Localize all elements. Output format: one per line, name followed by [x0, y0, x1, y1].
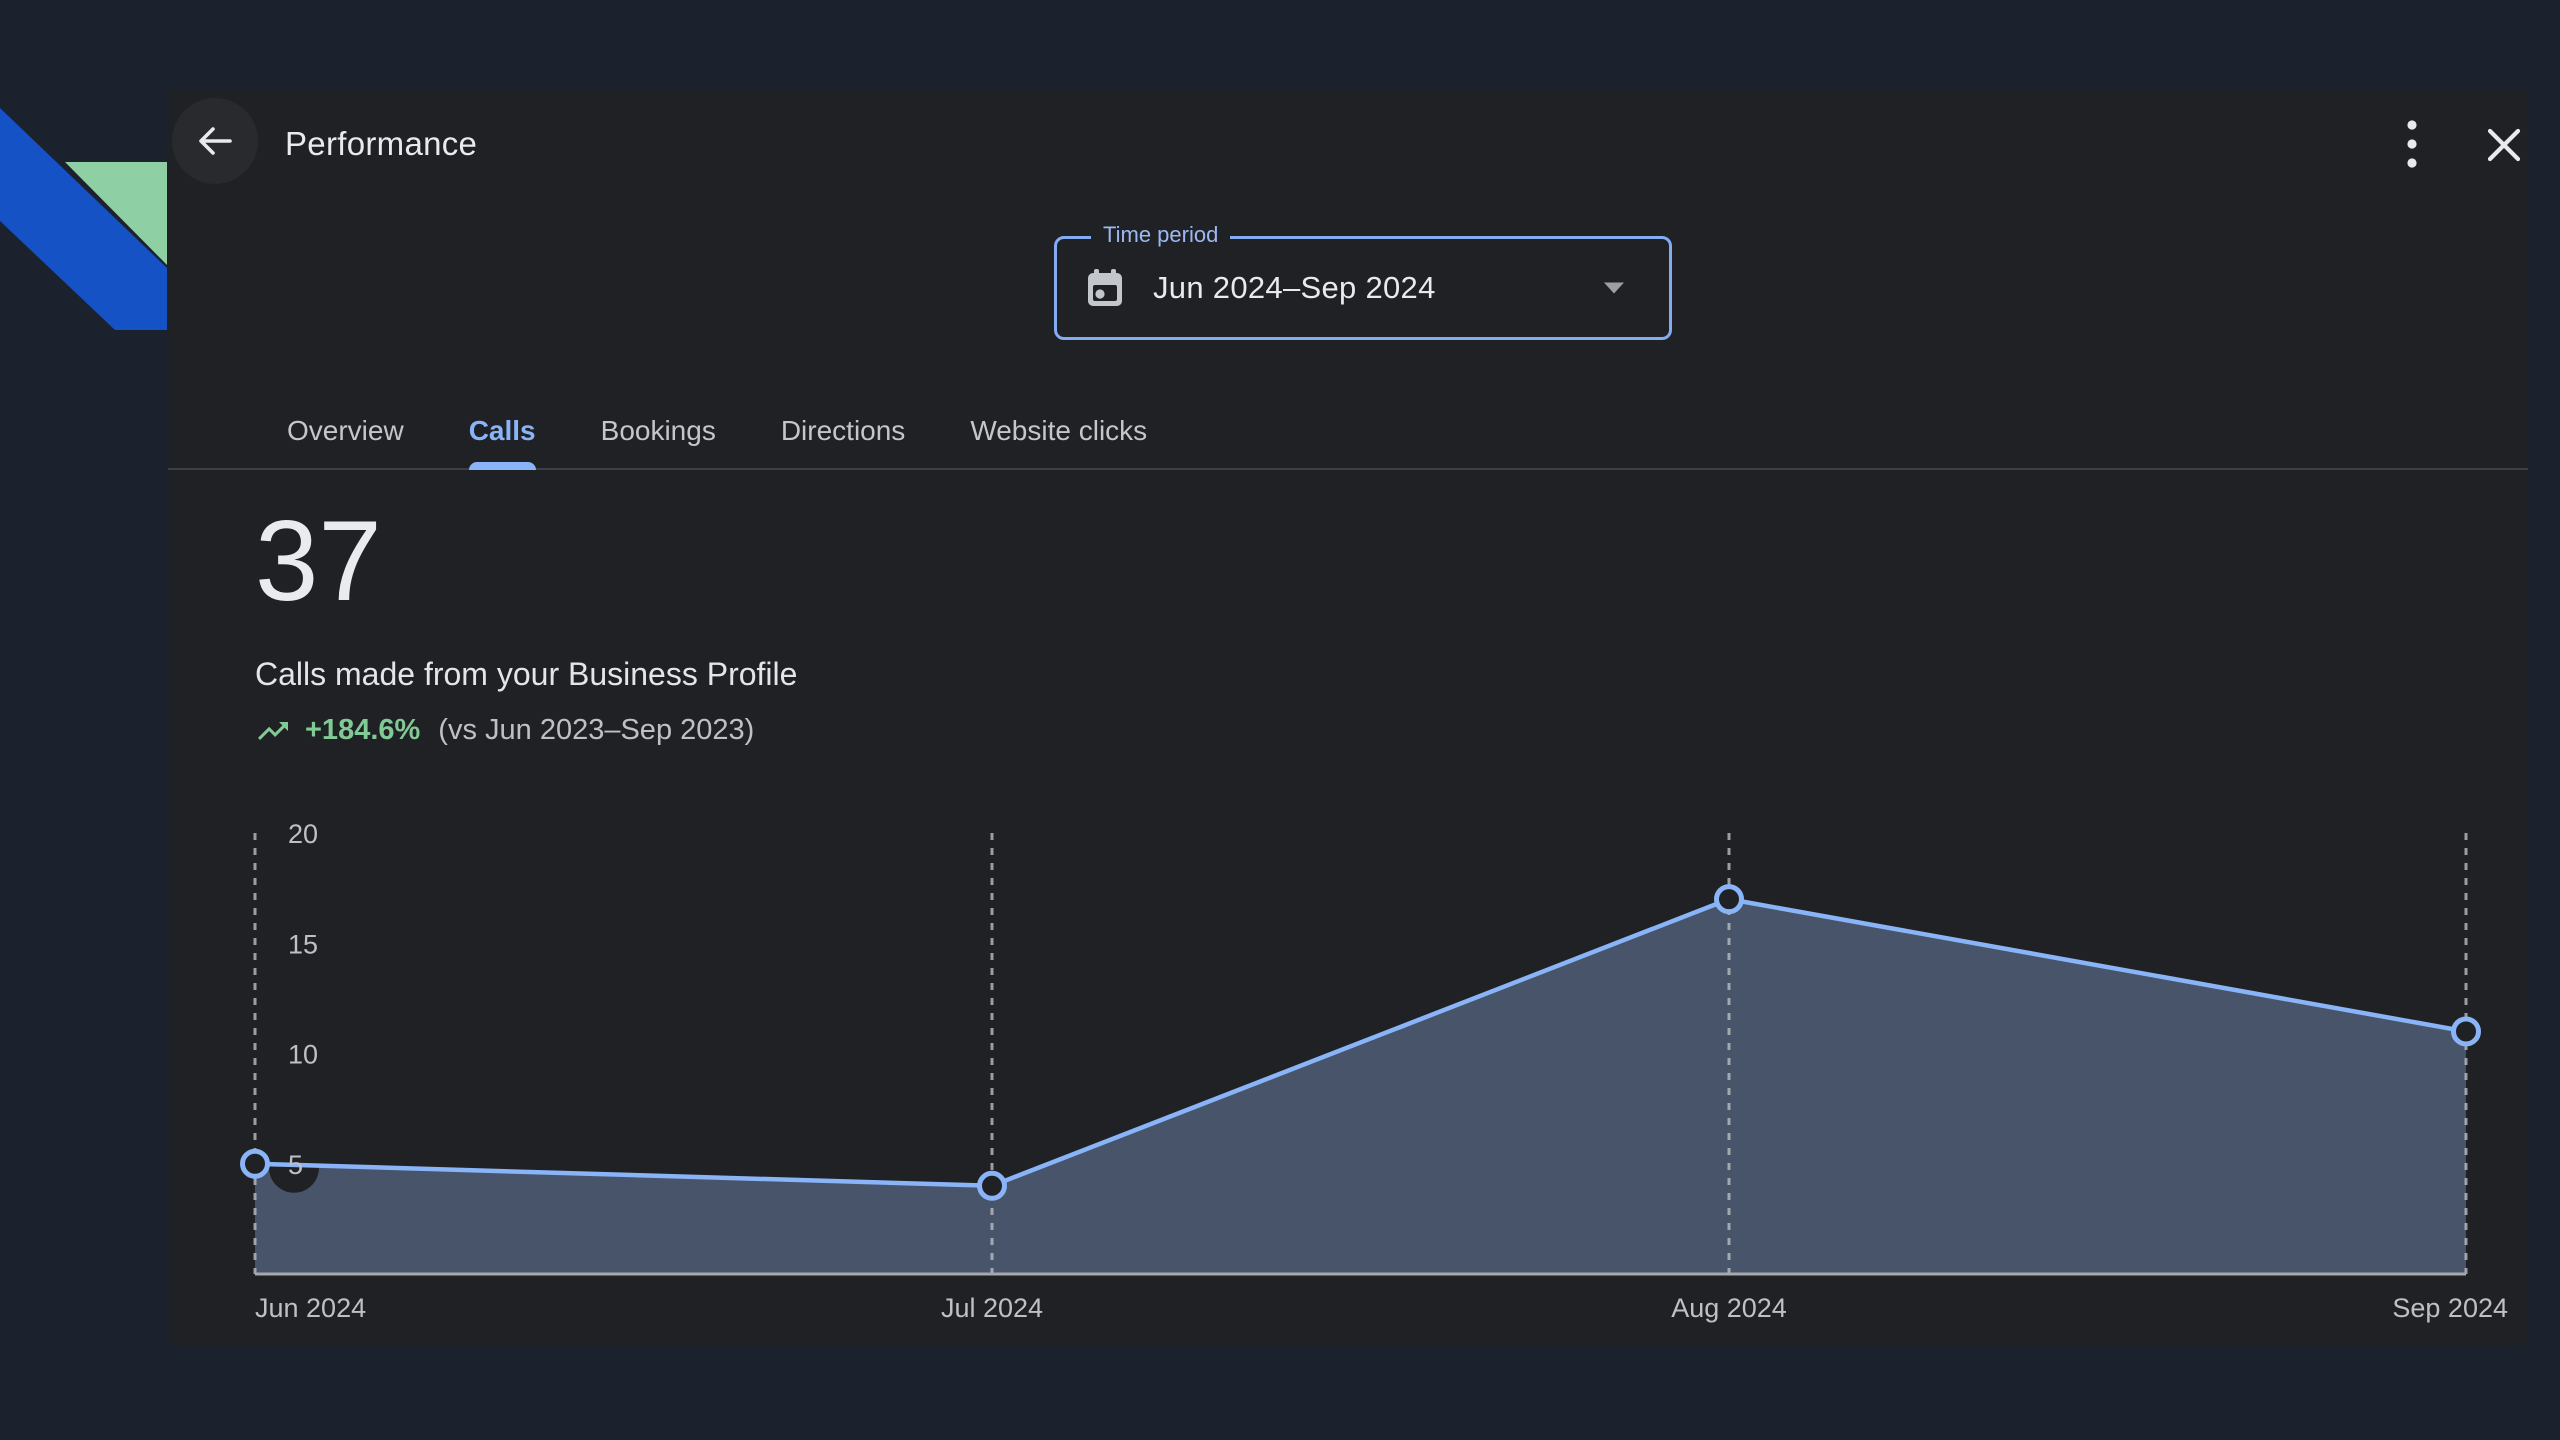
- back-button[interactable]: [172, 98, 258, 184]
- background-ribbon-decoration: [0, 108, 167, 330]
- page-title: Performance: [285, 125, 478, 162]
- y-tick-label: 10: [288, 1040, 318, 1070]
- kebab-menu-icon: [2407, 120, 2417, 168]
- time-period-value: Jun 2024–Sep 2024: [1153, 270, 1436, 305]
- performance-dialog: Performance Time period: [168, 90, 2528, 1345]
- x-tick-label: Jul 2024: [941, 1293, 1043, 1323]
- time-period-label: Time period: [1091, 222, 1231, 249]
- metric-summary: 37 Calls made from your Business Profile…: [255, 502, 797, 749]
- y-tick-label: 5: [288, 1150, 303, 1180]
- dialog-header: Performance: [168, 90, 2528, 200]
- trend-percentage: +184.6%: [305, 714, 421, 747]
- dropdown-arrow-icon: [1603, 282, 1625, 295]
- tab-overview[interactable]: Overview: [287, 393, 404, 468]
- chart-line: [252, 896, 2469, 1189]
- chart-point-sep-2024[interactable]: [2451, 1016, 2481, 1047]
- chart-area-fill: [255, 899, 2466, 1274]
- calls-area-chart: 5 10 15 20 Jun 2024 Jul 2024 Aug 2024 Sep 2024: [168, 810, 2528, 1345]
- tab-overview-label: Overview: [287, 414, 404, 446]
- tab-bookings[interactable]: Bookings: [601, 393, 716, 468]
- ribbon-green-triangle: [65, 162, 167, 265]
- ribbon-blue-stripe: [0, 108, 167, 330]
- metric-trend-row: +184.6% (vs Jun 2023–Sep 2023): [255, 713, 797, 749]
- y-tick-plate: [269, 1142, 319, 1193]
- tab-directions-label: Directions: [780, 414, 906, 446]
- x-tick-label: Sep 2024: [2392, 1293, 2508, 1323]
- tab-calls-label: Calls: [468, 414, 536, 446]
- chart-point-jul-2024[interactable]: [977, 1170, 1007, 1201]
- close-icon: [2487, 128, 2521, 162]
- chart-point-aug-2024[interactable]: [1714, 884, 1744, 915]
- calendar-icon: [1083, 266, 1127, 310]
- tab-website-clicks[interactable]: Website clicks: [970, 393, 1147, 468]
- x-tick-label: Jun 2024: [255, 1293, 366, 1323]
- active-tab-indicator: [468, 462, 536, 470]
- x-tick-label: Aug 2024: [1671, 1293, 1787, 1323]
- metric-description: Calls made from your Business Profile: [255, 655, 798, 692]
- chart-svg: 5 10 15 20 Jun 2024 Jul 2024 Aug 2024 Sep 2024: [240, 819, 2508, 1323]
- tab-bookings-label: Bookings: [600, 414, 716, 446]
- y-tick-label: 15: [288, 929, 318, 959]
- arrow-left-icon: [199, 127, 232, 155]
- tab-calls[interactable]: Calls: [468, 393, 536, 470]
- trend-comparison-period: (vs Jun 2023–Sep 2023): [438, 714, 755, 747]
- trending-up-icon: [255, 713, 291, 749]
- metric-total: 37: [255, 498, 382, 625]
- time-period-select[interactable]: Time period Jun 2024–Sep 2024: [1054, 222, 1672, 340]
- tab-directions[interactable]: Directions: [781, 393, 905, 468]
- chart-point-jun-2024[interactable]: [240, 1148, 270, 1179]
- tab-website-clicks-label: Website clicks: [970, 414, 1148, 446]
- more-options-button[interactable]: [2380, 110, 2444, 178]
- close-button[interactable]: [2471, 112, 2537, 178]
- y-tick-label: 20: [288, 819, 318, 849]
- metric-tabs: Overview Calls Bookings Directions Websi…: [168, 393, 2528, 470]
